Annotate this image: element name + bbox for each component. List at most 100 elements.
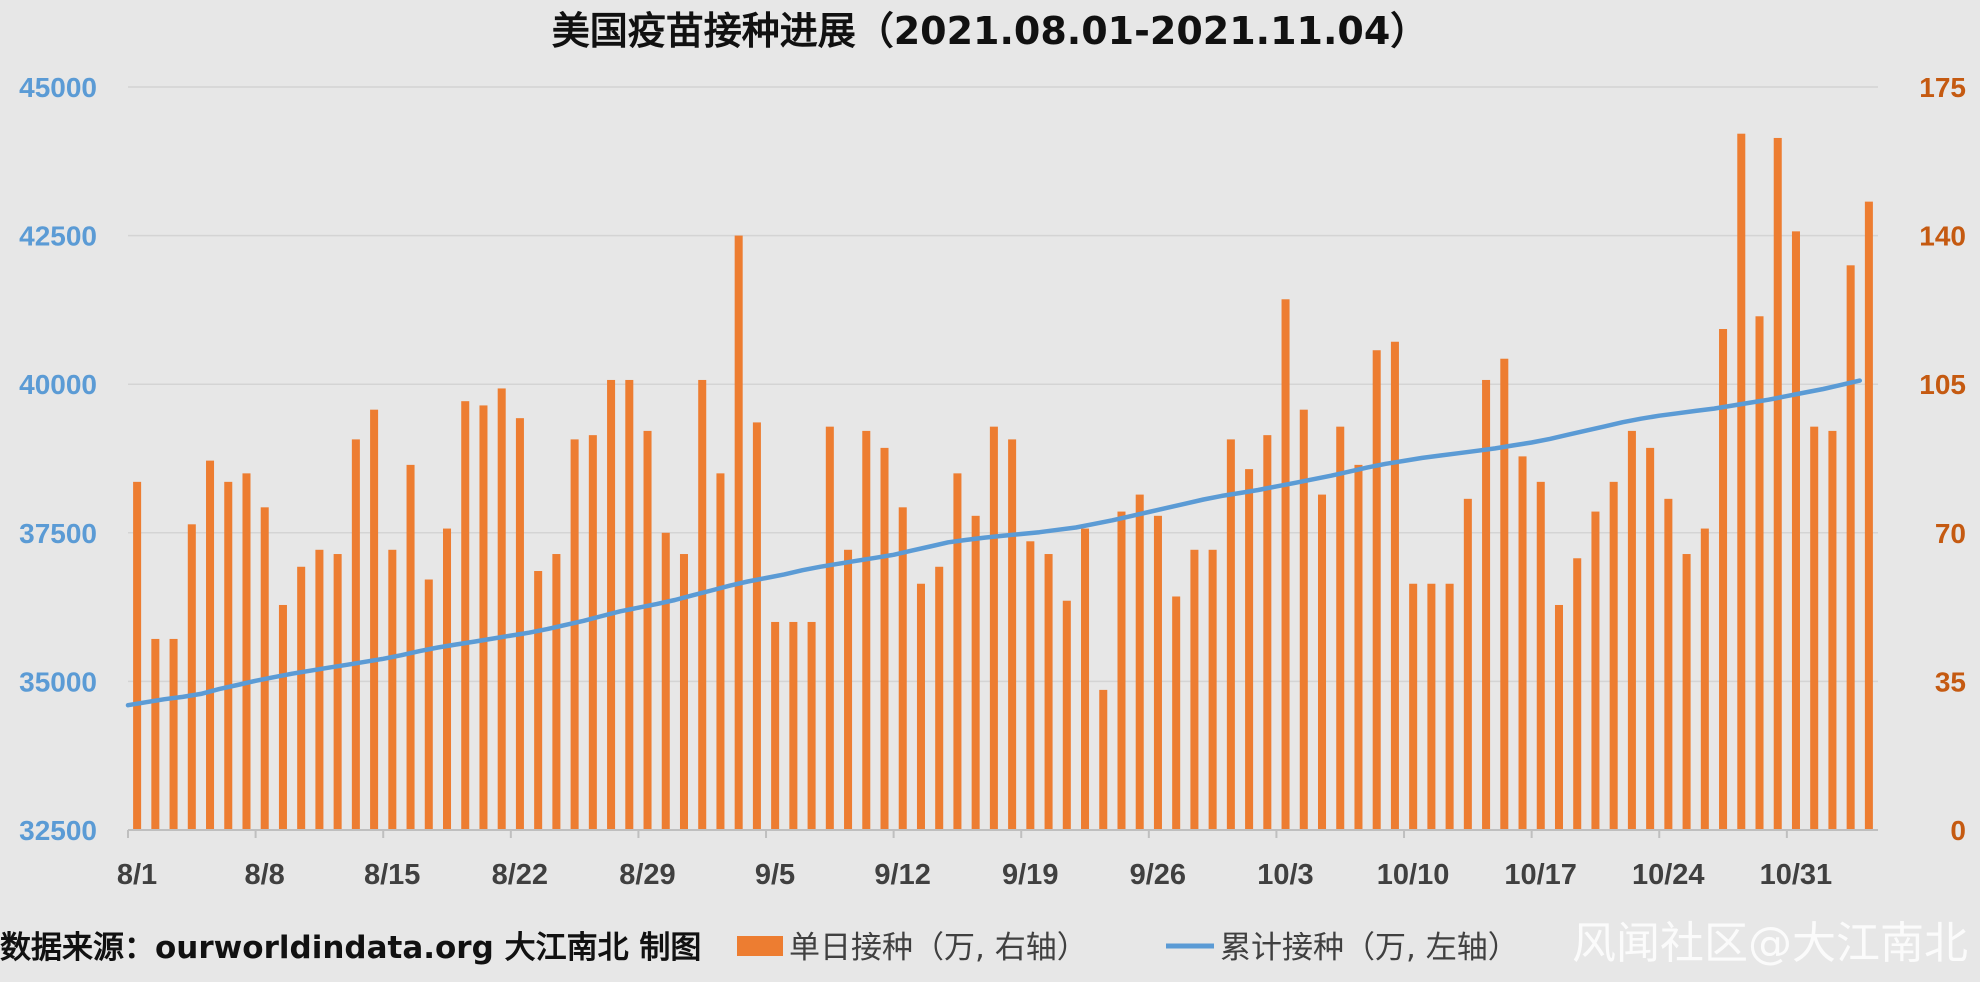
daily-bar: [1208, 549, 1217, 830]
daily-bar: [862, 430, 871, 830]
daily-bar: [1591, 511, 1600, 830]
left-tick-label: 45000: [19, 72, 97, 103]
cumulative-line: [125, 378, 1863, 708]
daily-bar: [1828, 430, 1837, 830]
x-tick-label: 10/17: [1504, 859, 1577, 891]
daily-bar: [1445, 583, 1454, 830]
daily-bar: [1810, 426, 1819, 830]
x-tick-label: 8/29: [619, 859, 675, 891]
daily-bar: [1427, 583, 1436, 830]
daily-bar: [844, 549, 853, 830]
daily-bar: [187, 524, 196, 830]
daily-bar: [1554, 604, 1563, 830]
daily-bar: [1153, 515, 1162, 830]
x-tick-label: 10/31: [1760, 859, 1833, 891]
daily-bar: [1281, 299, 1290, 830]
daily-bar: [1518, 456, 1527, 830]
daily-bar: [443, 528, 452, 830]
daily-bar: [953, 473, 962, 830]
right-axis-ticks: 175 140 105 70 35 0: [1919, 72, 1966, 846]
daily-bar: [260, 507, 269, 830]
daily-bar: [1573, 558, 1582, 830]
daily-bar: [625, 379, 634, 830]
daily-bar: [133, 481, 142, 830]
x-tick-label: 8/1: [117, 859, 157, 891]
daily-bar: [1646, 447, 1655, 830]
daily-bar: [351, 439, 360, 830]
daily-bar: [1536, 481, 1545, 830]
daily-bar: [1336, 426, 1345, 830]
legend-bar-swatch: [737, 936, 783, 956]
daily-bar: [752, 422, 761, 830]
daily-bar: [151, 638, 160, 830]
x-tick-label: 10/24: [1632, 859, 1705, 891]
daily-bar: [515, 418, 524, 830]
daily-bar: [1791, 231, 1800, 831]
daily-bar: [1190, 549, 1199, 830]
legend: 单日接种（万, 右轴） 累计接种（万, 左轴）: [737, 930, 1519, 966]
daily-bar: [497, 388, 506, 830]
daily-bar: [1044, 554, 1053, 830]
source-note: 数据来源：ourworldindata.org 大江南北 制图: [0, 930, 701, 966]
daily-bar: [1737, 133, 1746, 830]
daily-bar: [1117, 511, 1126, 830]
daily-bar: [1008, 439, 1017, 830]
daily-bar: [698, 379, 707, 830]
daily-bar: [898, 507, 907, 830]
daily-bar: [297, 566, 306, 830]
left-tick-label: 37500: [19, 518, 97, 549]
chart-title: 美国疫苗接种进展（2021.08.01-2021.11.04）: [552, 9, 1429, 53]
x-tick-label: 9/26: [1130, 859, 1186, 891]
daily-bar: [588, 435, 597, 830]
daily-bar: [1773, 137, 1782, 830]
daily-bar: [1609, 481, 1618, 830]
daily-bar: [807, 621, 816, 830]
x-tick-label: 9/5: [755, 859, 795, 891]
left-tick-label: 40000: [19, 369, 97, 400]
daily-bar: [224, 481, 233, 830]
daily-bar: [1135, 494, 1144, 830]
right-tick-label: 35: [1935, 666, 1966, 697]
x-axis-ticks: 8/1 8/8 8/15 8/22 8/29 9/5 9/12 9/19 9/26 10/3 10/…: [117, 830, 1832, 891]
x-tick-label: 10/10: [1377, 859, 1450, 891]
daily-bar: [1372, 350, 1381, 830]
daily-bar: [971, 515, 980, 830]
daily-bar: [916, 583, 925, 830]
daily-bar: [880, 447, 889, 830]
daily-bar: [607, 379, 616, 830]
daily-bar: [388, 549, 397, 830]
left-tick-label: 35000: [19, 666, 97, 697]
daily-bar: [989, 426, 998, 830]
daily-bar: [1700, 528, 1709, 830]
daily-bar: [206, 460, 215, 830]
daily-bar: [333, 554, 342, 830]
daily-bar: [278, 604, 287, 830]
daily-bar: [552, 554, 561, 830]
right-tick-label: 105: [1919, 369, 1966, 400]
daily-bar: [169, 638, 178, 830]
x-tick-label: 8/15: [364, 859, 420, 891]
daily-bar: [1263, 435, 1272, 830]
daily-bar: [1682, 554, 1691, 830]
daily-bar: [716, 473, 725, 830]
daily-bar: [1409, 583, 1418, 830]
daily-bar: [771, 621, 780, 830]
daily-bar: [1664, 498, 1673, 830]
daily-bar: [424, 579, 433, 830]
watermark: 风闻社区@大江南北: [1572, 918, 1968, 969]
left-tick-label: 42500: [19, 221, 97, 252]
daily-bar: [1172, 596, 1181, 830]
daily-bar: [1318, 494, 1327, 830]
daily-bar: [935, 566, 944, 830]
daily-bars: [133, 133, 1873, 831]
daily-bar: [1500, 358, 1509, 830]
daily-bar: [1864, 201, 1873, 831]
daily-bar: [1081, 528, 1090, 830]
daily-bar: [242, 473, 251, 830]
daily-bar: [1354, 464, 1363, 830]
daily-bar: [1062, 600, 1071, 830]
daily-bar: [734, 235, 743, 831]
right-tick-label: 0: [1950, 815, 1966, 846]
daily-bar: [406, 464, 415, 830]
